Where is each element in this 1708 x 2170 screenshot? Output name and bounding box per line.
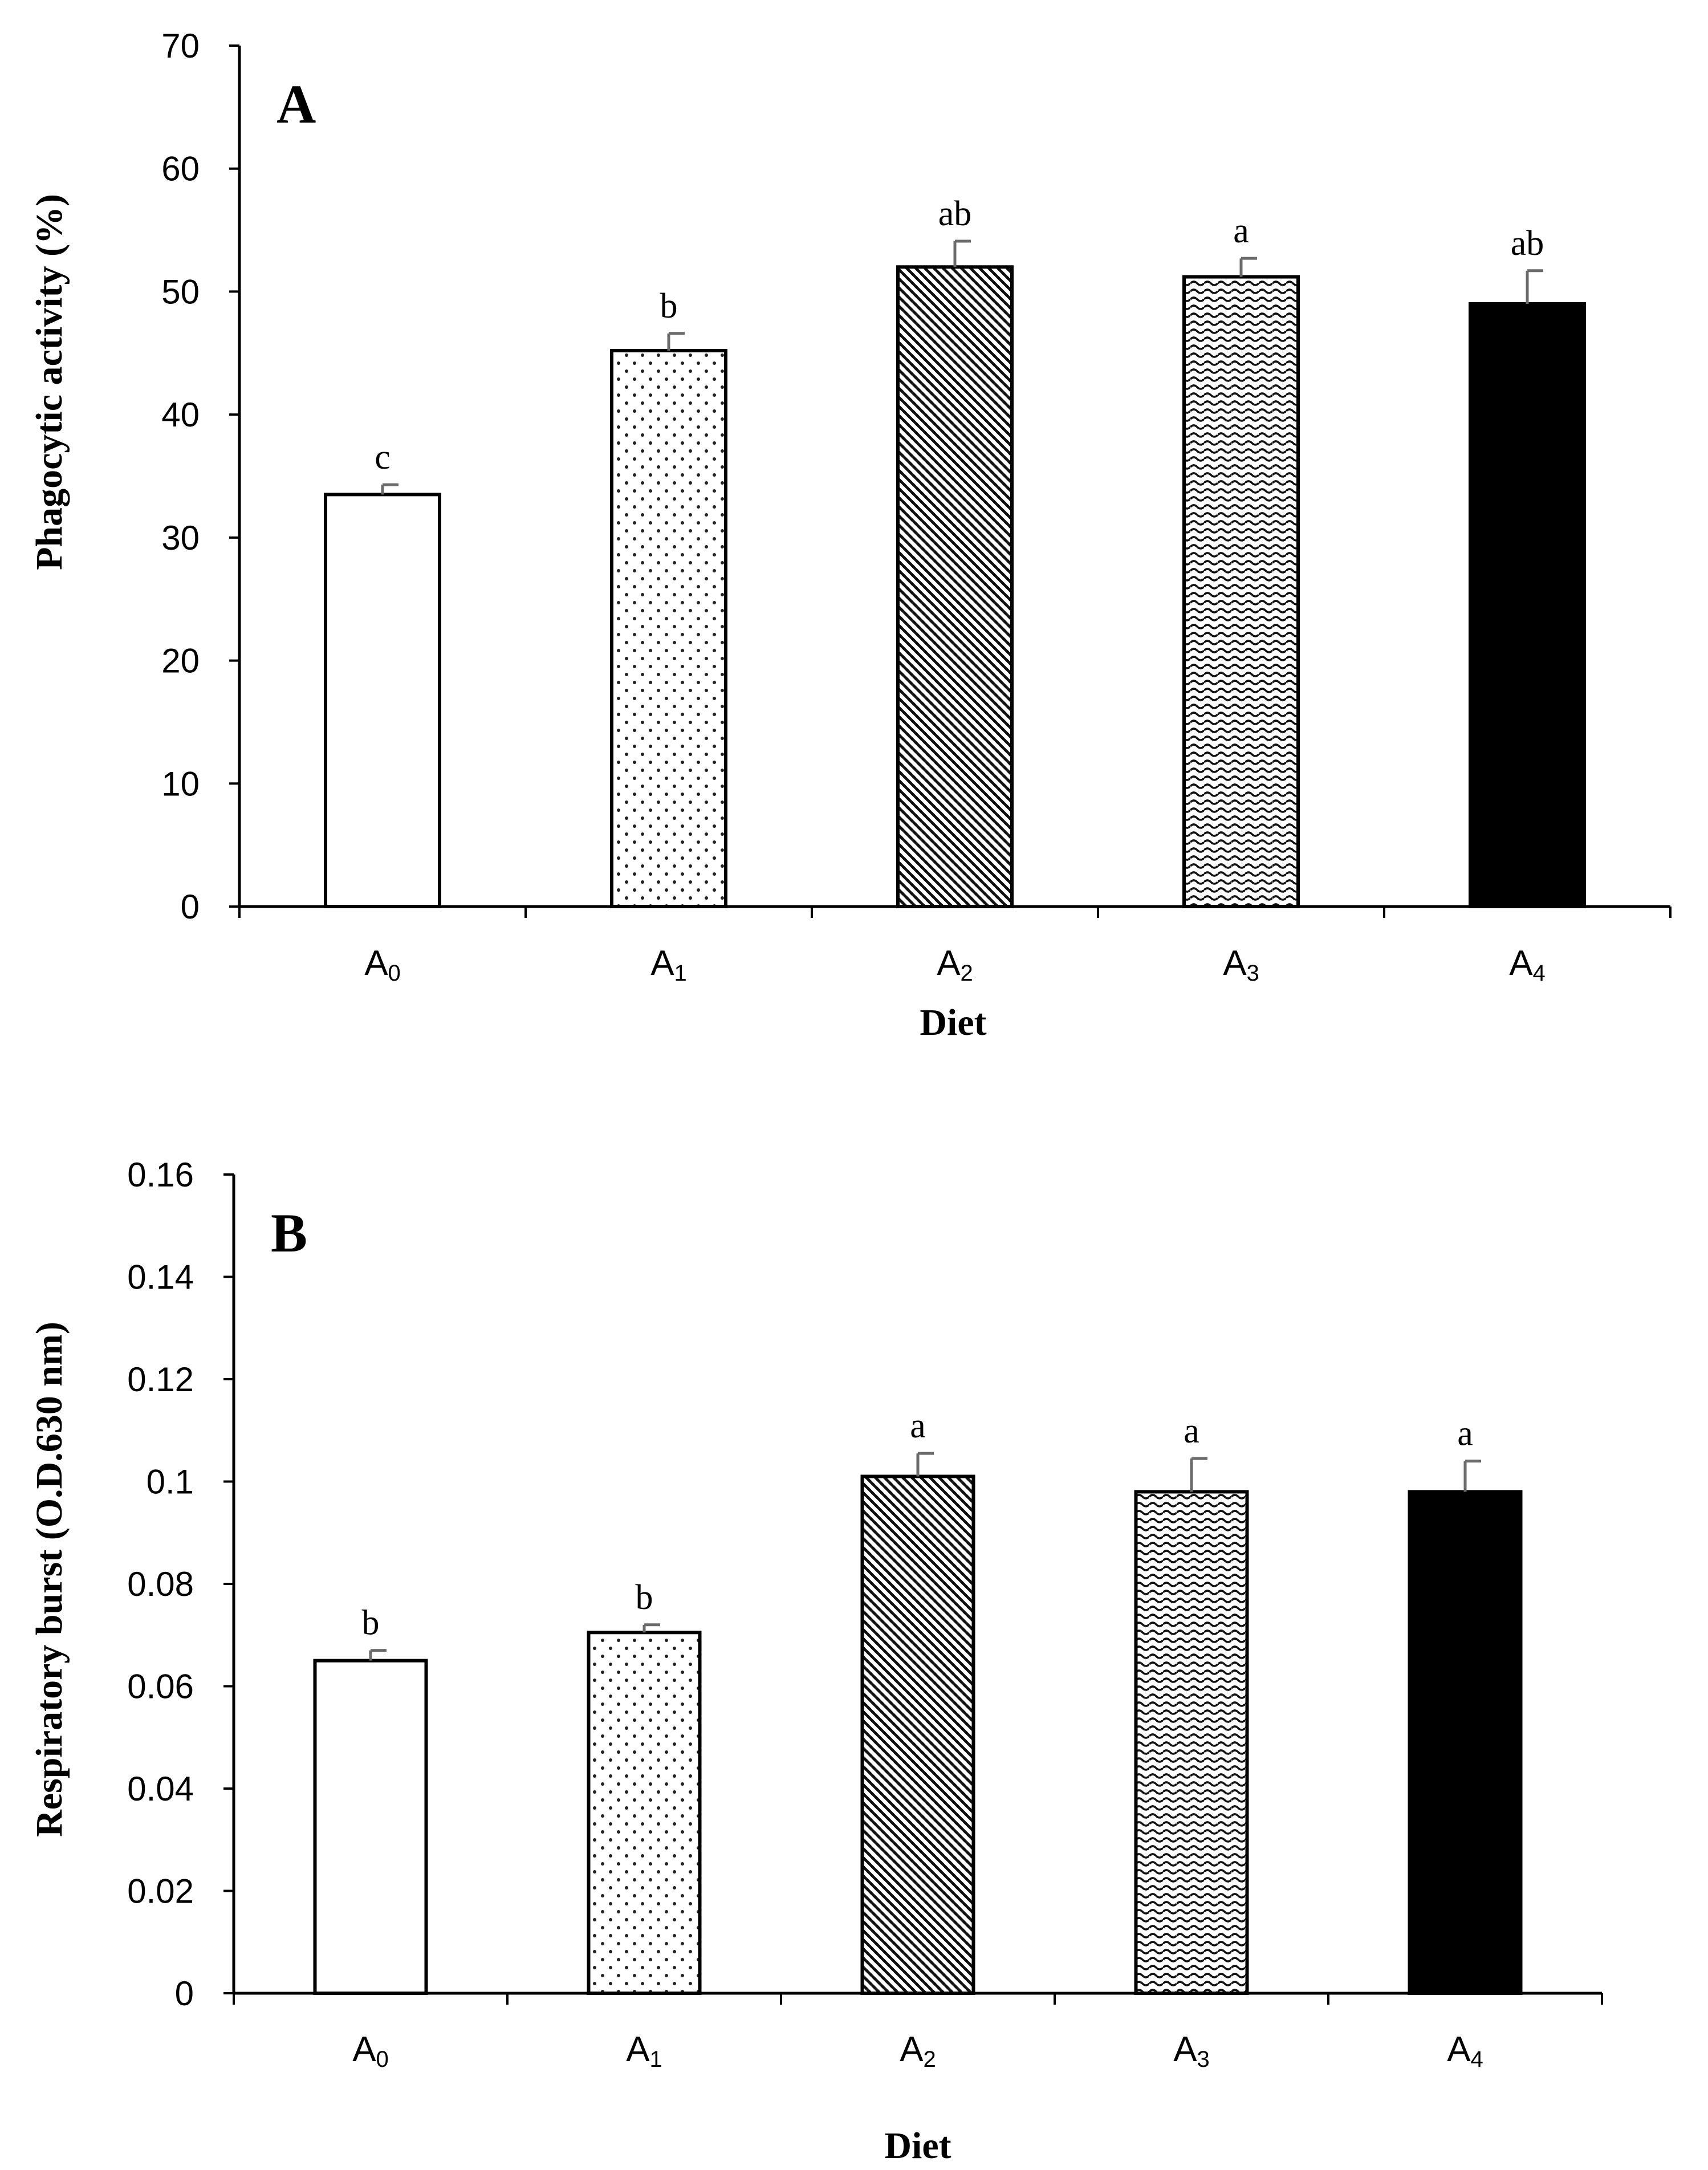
bar-A2 [896,265,1014,908]
significance-label: a [1233,212,1249,250]
bar-A1 [587,1631,702,1995]
bar-A3 [1134,1490,1249,1995]
y-tick-label: 60 [161,150,200,188]
significance-label: ab [938,194,972,233]
bar-A0 [324,493,441,908]
y-tick-label: 0.04 [127,1770,194,1808]
significance-label: a [1184,1412,1199,1450]
y-tick-label: 0.1 [147,1463,194,1501]
x-tick-label: A4 [1509,944,1546,986]
bar-A0 [313,1659,428,1995]
y-tick-label: 50 [161,273,200,311]
x-tick-label: A2 [900,2030,936,2072]
y-tick-label: 70 [161,27,200,65]
bar-A1 [610,348,727,908]
y-tick-label: 0.02 [127,1872,194,1911]
significance-label: ab [1511,224,1544,263]
y-tick-label: 30 [161,519,200,557]
y-tick-label: 20 [161,642,200,680]
x-tick-label: A0 [352,2030,389,2072]
y-tick-label: 0.14 [127,1258,194,1297]
y-tick-label: 0.16 [127,1156,194,1194]
significance-label: a [910,1407,926,1445]
y-axis-title-a: Phagocytic activity (%) [29,194,70,570]
significance-label: b [636,1578,653,1617]
y-tick-label: 0.12 [127,1360,194,1399]
panel-label-a: A [276,74,316,135]
significance-label: b [660,287,678,326]
y-axis-title-b: Respiratory burst (O.D.630 nm) [29,1322,70,1837]
x-tick-label: A3 [1173,2030,1210,2072]
y-tick-label: 0.06 [127,1668,194,1706]
x-tick-label: A1 [626,2030,662,2072]
chart-panel-b: 0 0.02 0.04 0.06 0.08 0.1 0.12 0.14 0.16 b A0 b A1 a A… [127,1156,1603,2072]
chart-panel-a: 0 10 20 30 40 50 60 70 c A0 b A1 ab A2 a A3 ab A4 [161,27,1672,986]
y-tick-label: 0 [181,888,200,926]
x-tick-label: A0 [364,944,401,986]
x-tick-label: A1 [650,944,687,986]
x-tick-label: A3 [1223,944,1259,986]
bar-A2 [860,1474,975,1995]
x-tick-label: A4 [1447,2030,1483,2072]
y-tick-label: 0.08 [127,1565,194,1603]
significance-label: c [375,438,391,477]
panel-label-b: B [271,1202,307,1263]
x-axis-title-b: Diet [884,2125,951,2167]
bar-A3 [1182,275,1300,908]
y-tick-label: 10 [161,765,200,803]
bar-A4 [1408,1490,1523,1995]
y-tick-label: 0 [175,1974,194,2013]
x-axis-title-a: Diet [920,1002,986,1043]
bar-A4 [1469,302,1586,908]
x-tick-label: A2 [937,944,973,986]
significance-label: b [362,1604,380,1643]
y-tick-label: 40 [161,396,200,434]
significance-label: a [1457,1415,1473,1453]
